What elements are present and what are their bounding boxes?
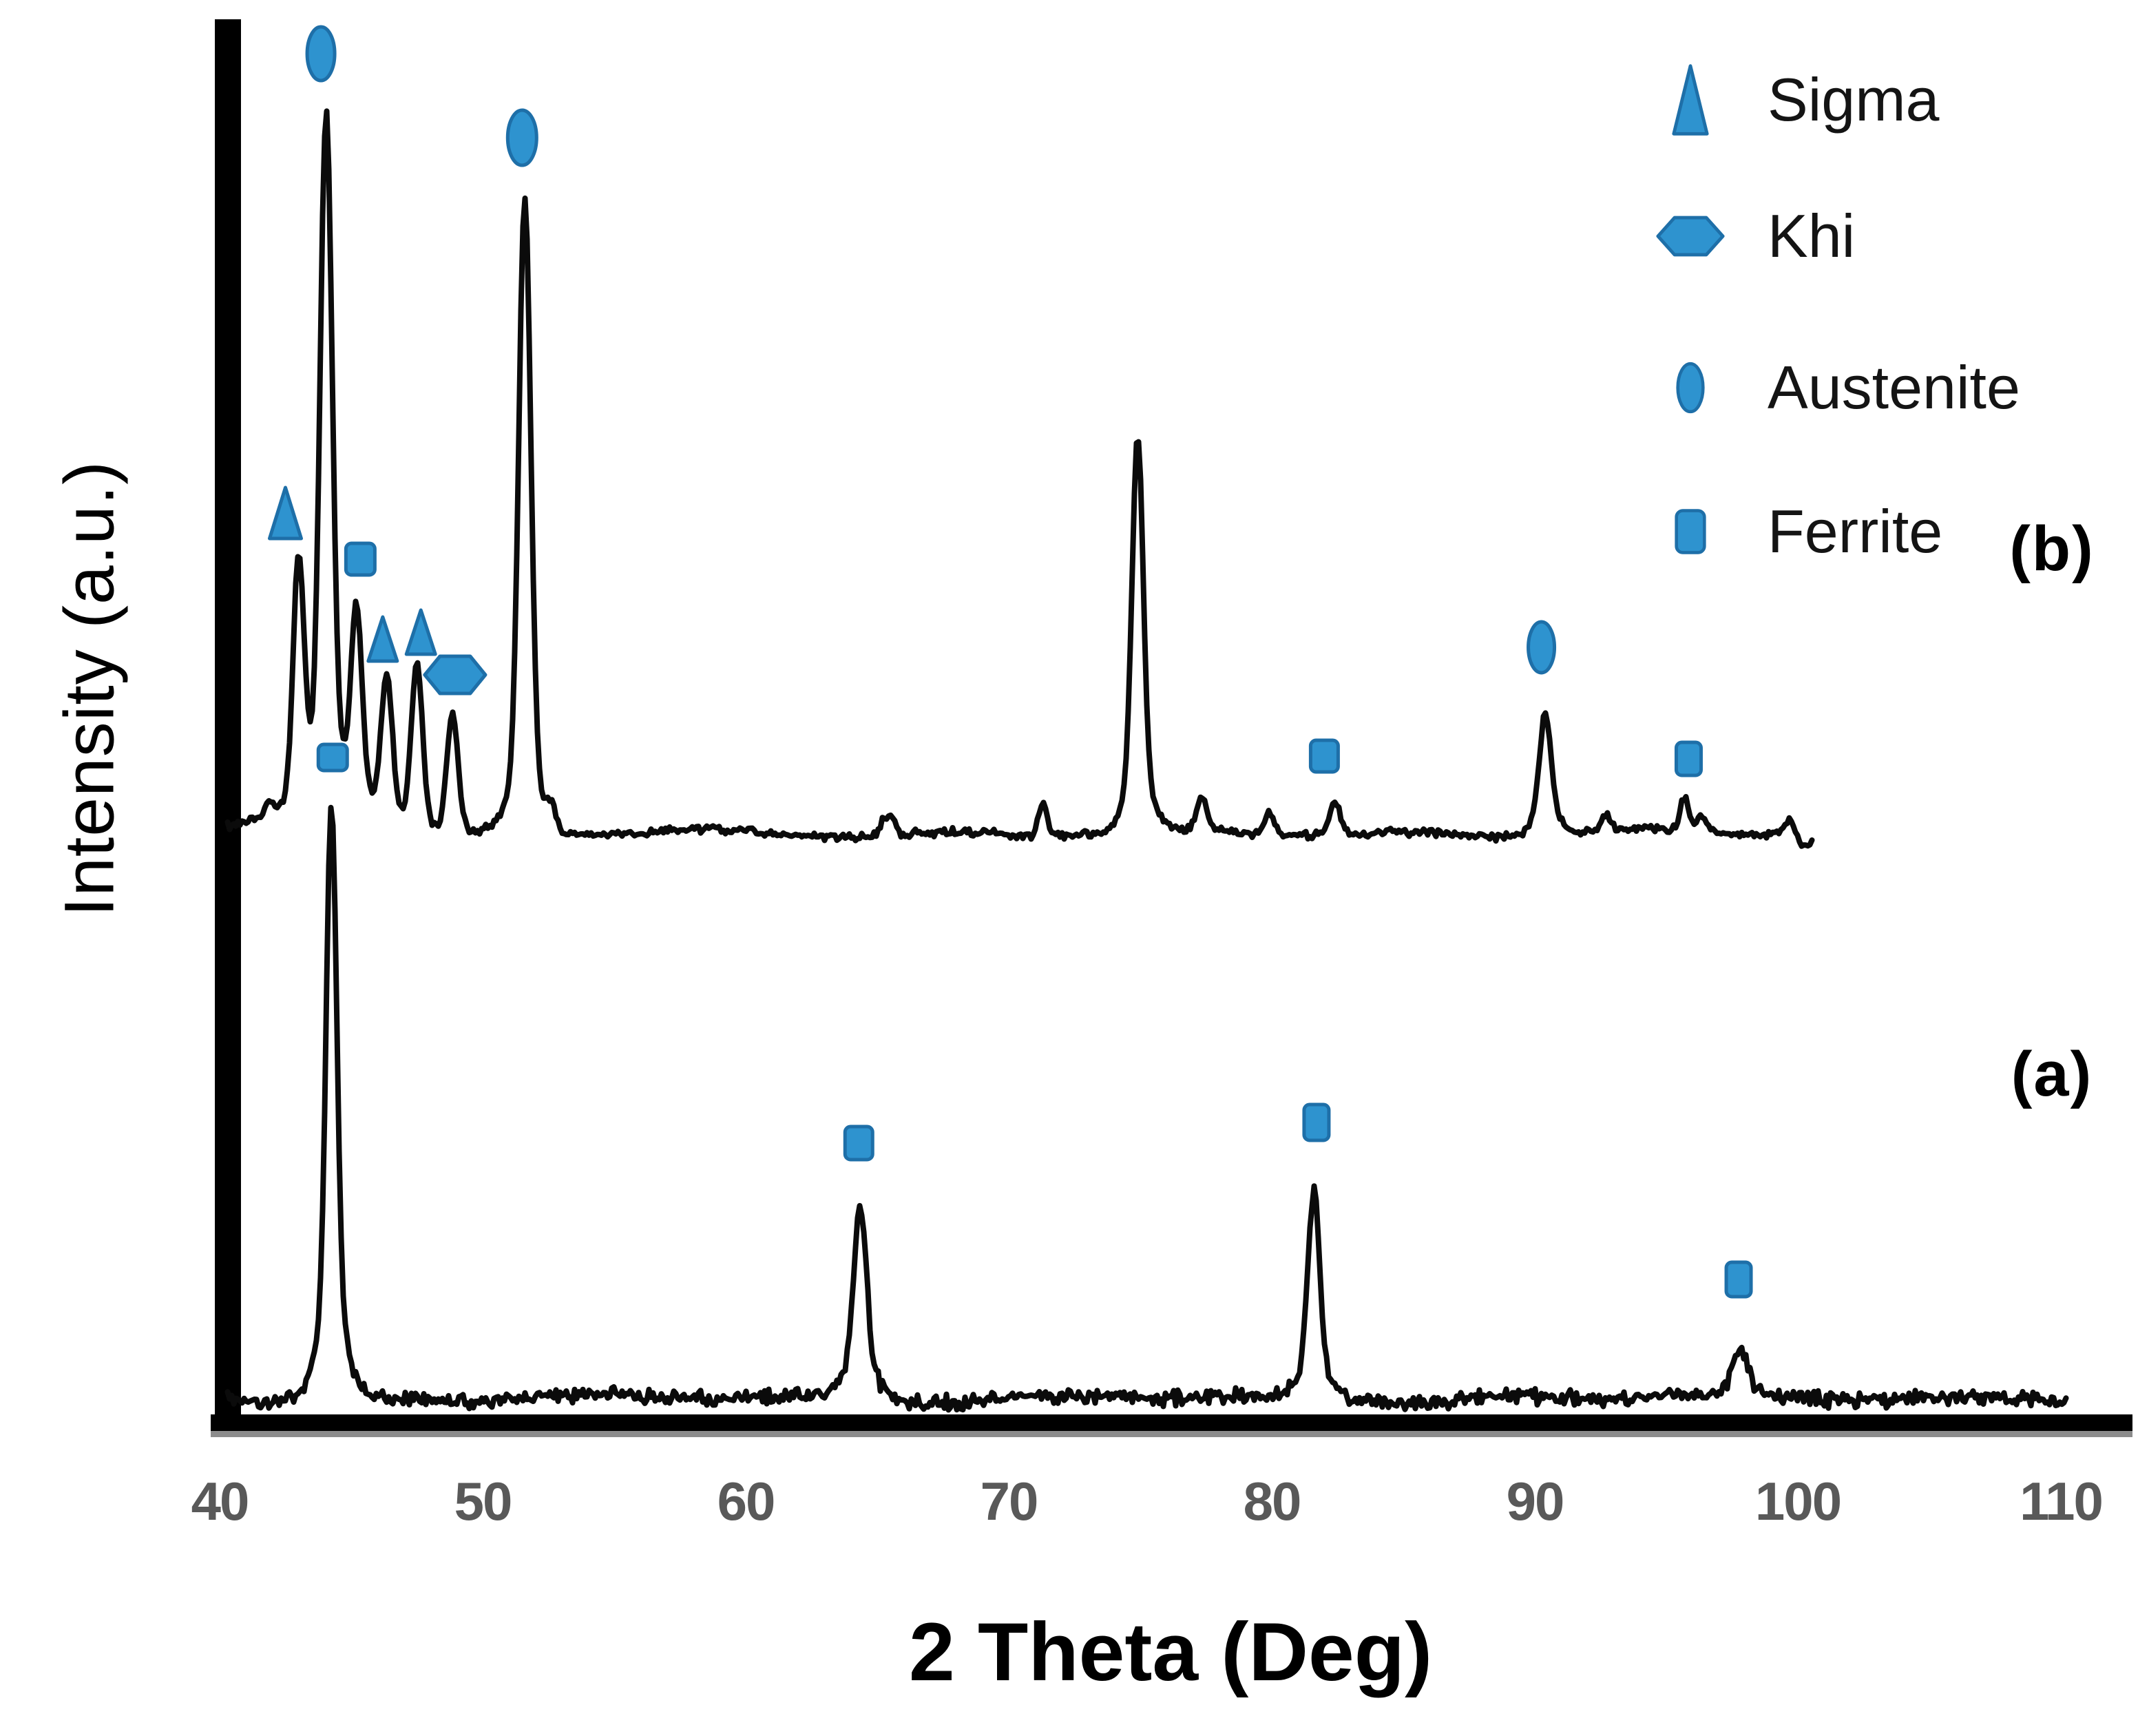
x-tick-label-110: 110 (2020, 1471, 2104, 1531)
x-tick-label-70: 70 (980, 1471, 1039, 1531)
ferrite-peak-marker-icon (344, 541, 377, 577)
x-axis-shadow (211, 1431, 2132, 1437)
sigma-peak-marker-icon (268, 485, 303, 541)
curve-label-a: (a) (2011, 1039, 2093, 1109)
ferrite-peak-marker-icon (1302, 1102, 1331, 1142)
legend-label-sigma: Sigma (1768, 65, 1940, 134)
legend-label-austenite: Austenite (1768, 353, 2020, 421)
x-tick-label-80: 80 (1243, 1471, 1302, 1531)
ferrite-peak-marker-icon (1308, 738, 1340, 774)
x-tick-label-100: 100 (1754, 1471, 1842, 1531)
ferrite-peak-marker-icon (1674, 740, 1703, 777)
legend-item-ferrite: Ferrite (1642, 487, 1942, 576)
austenite-peak-marker-icon (505, 108, 538, 167)
sigma-peak-marker-icon (404, 608, 437, 656)
ferrite-peak-marker-icon (1724, 1260, 1753, 1299)
legend-label-khi: Khi (1768, 202, 1856, 270)
y-axis-line (215, 19, 241, 1431)
legend-label-ferrite: Ferrite (1768, 497, 1943, 565)
ferrite-peak-marker-icon (843, 1125, 874, 1162)
legend-item-sigma: Sigma (1642, 55, 1939, 145)
x-tick-label-40: 40 (191, 1471, 250, 1531)
ferrite-peak-marker-icon (316, 742, 349, 773)
austenite-peak-marker-icon (1527, 620, 1557, 675)
x-axis-label: 2 Theta (Deg) (908, 1606, 1433, 1698)
x-tick-label-90: 90 (1506, 1471, 1565, 1531)
xrd-curve-b (224, 108, 1815, 849)
y-axis-label: Intensity (a.u.) (50, 460, 129, 917)
x-tick-label-60: 60 (717, 1471, 776, 1531)
curve-label-b: (b) (2009, 514, 2095, 584)
khi-peak-marker-icon (423, 654, 488, 696)
austenite-peak-marker-icon (305, 25, 337, 83)
austenite-ellipse-icon (1642, 359, 1739, 416)
x-tick-label-50: 50 (454, 1471, 513, 1531)
ferrite-square-icon (1642, 508, 1739, 556)
sigma-peak-marker-icon (366, 615, 399, 663)
sigma-triangle-icon (1642, 63, 1739, 137)
xrd-curve-a (224, 804, 2069, 1413)
khi-hexagon-icon (1642, 215, 1739, 258)
x-axis-line (211, 1414, 2132, 1431)
legend-item-austenite: Austenite (1642, 343, 2020, 432)
legend-item-khi: Khi (1642, 191, 1855, 281)
